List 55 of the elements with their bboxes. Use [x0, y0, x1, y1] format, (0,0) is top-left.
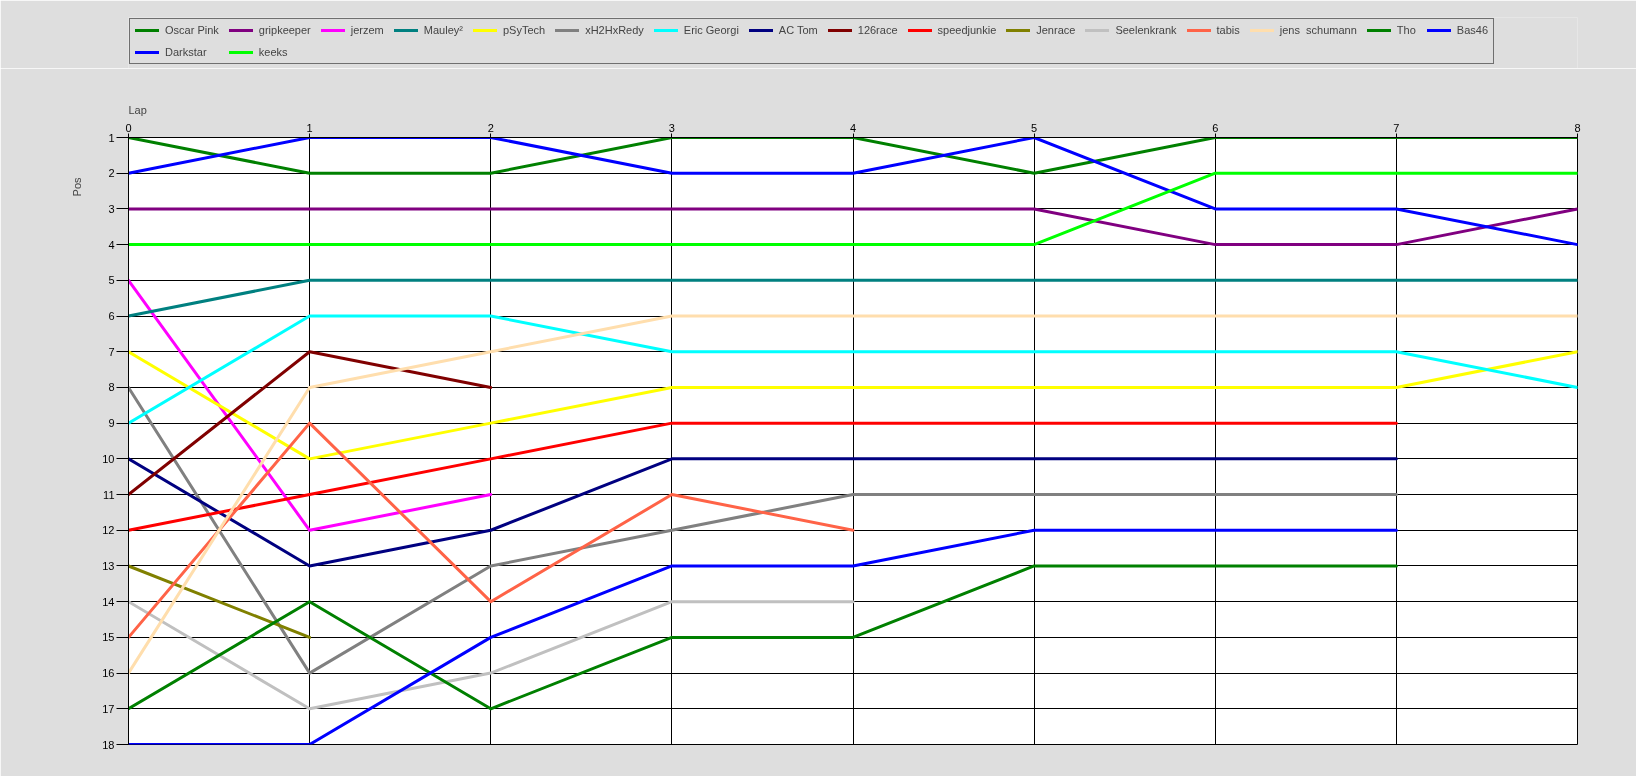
y-tick-label: 2 [108, 167, 115, 180]
legend-label: tabis [1216, 24, 1240, 36]
legend-label: pSyTech [502, 24, 546, 36]
x-tick-label: 5 [1031, 121, 1038, 134]
x-tick-label: 2 [487, 121, 494, 134]
legend-label: 126race [857, 24, 898, 36]
legend-label: Darkstar [165, 46, 207, 58]
legend-label: jerzem [350, 24, 384, 36]
y-tick-label: 17 [102, 702, 115, 715]
y-tick-label: 9 [108, 417, 115, 430]
legend-label: Tho [1396, 24, 1417, 36]
line-series [128, 385, 1398, 675]
x-tick-label: 3 [668, 121, 675, 134]
y-tick-label: 8 [108, 381, 115, 394]
legend-label: jens schumann [1279, 24, 1357, 36]
x-tick-label: 4 [849, 121, 857, 134]
legend-label: gripkeeper [258, 24, 311, 36]
line-series [128, 314, 1578, 425]
y-tick-label: 1 [108, 131, 115, 144]
y-tick-label: 3 [108, 202, 115, 215]
legend-label: Eric Georgi [683, 24, 739, 36]
y-tick-label: 10 [102, 452, 115, 465]
x-axis-title: Lap [128, 103, 147, 116]
line-series [128, 564, 1398, 711]
line-series [128, 350, 1578, 461]
x-tick-label: 6 [1212, 121, 1219, 134]
line-series [128, 314, 1578, 675]
legend-label: Jenrace [1036, 24, 1076, 36]
legend-label: xH2HxRedy [585, 24, 644, 36]
y-tick-label: 5 [108, 274, 115, 287]
legend-label: speedjunkie [937, 24, 997, 36]
y-tick-label: 16 [102, 667, 115, 680]
y-tick-label: 14 [102, 595, 115, 608]
y-tick-label: 7 [108, 345, 115, 358]
legend-label: Mauley² [423, 24, 463, 36]
y-tick-label: 4 [108, 238, 115, 251]
y-axis-title: Pos [70, 177, 83, 197]
legend-label: Oscar Pink [165, 24, 219, 36]
y-tick-label: 12 [102, 524, 115, 537]
x-tick-label: 8 [1574, 121, 1581, 134]
y-tick-label: 18 [102, 738, 115, 751]
legend-label: keeks [258, 46, 288, 58]
y-tick-label: 15 [102, 631, 115, 644]
legend-label: Seelenkrank [1115, 24, 1177, 36]
x-tick-label: 1 [306, 121, 313, 134]
y-tick-label: 6 [108, 310, 115, 323]
x-tick-label: 7 [1393, 121, 1400, 134]
legend-label: AC Tom [778, 24, 818, 36]
x-tick-label: 0 [125, 121, 132, 134]
line-series [128, 421, 855, 639]
line-series [128, 421, 1398, 532]
y-tick-label: 13 [102, 559, 115, 572]
legend-label: Bas46 [1456, 24, 1489, 36]
line-series [128, 528, 1398, 745]
y-tick-label: 11 [103, 488, 115, 501]
